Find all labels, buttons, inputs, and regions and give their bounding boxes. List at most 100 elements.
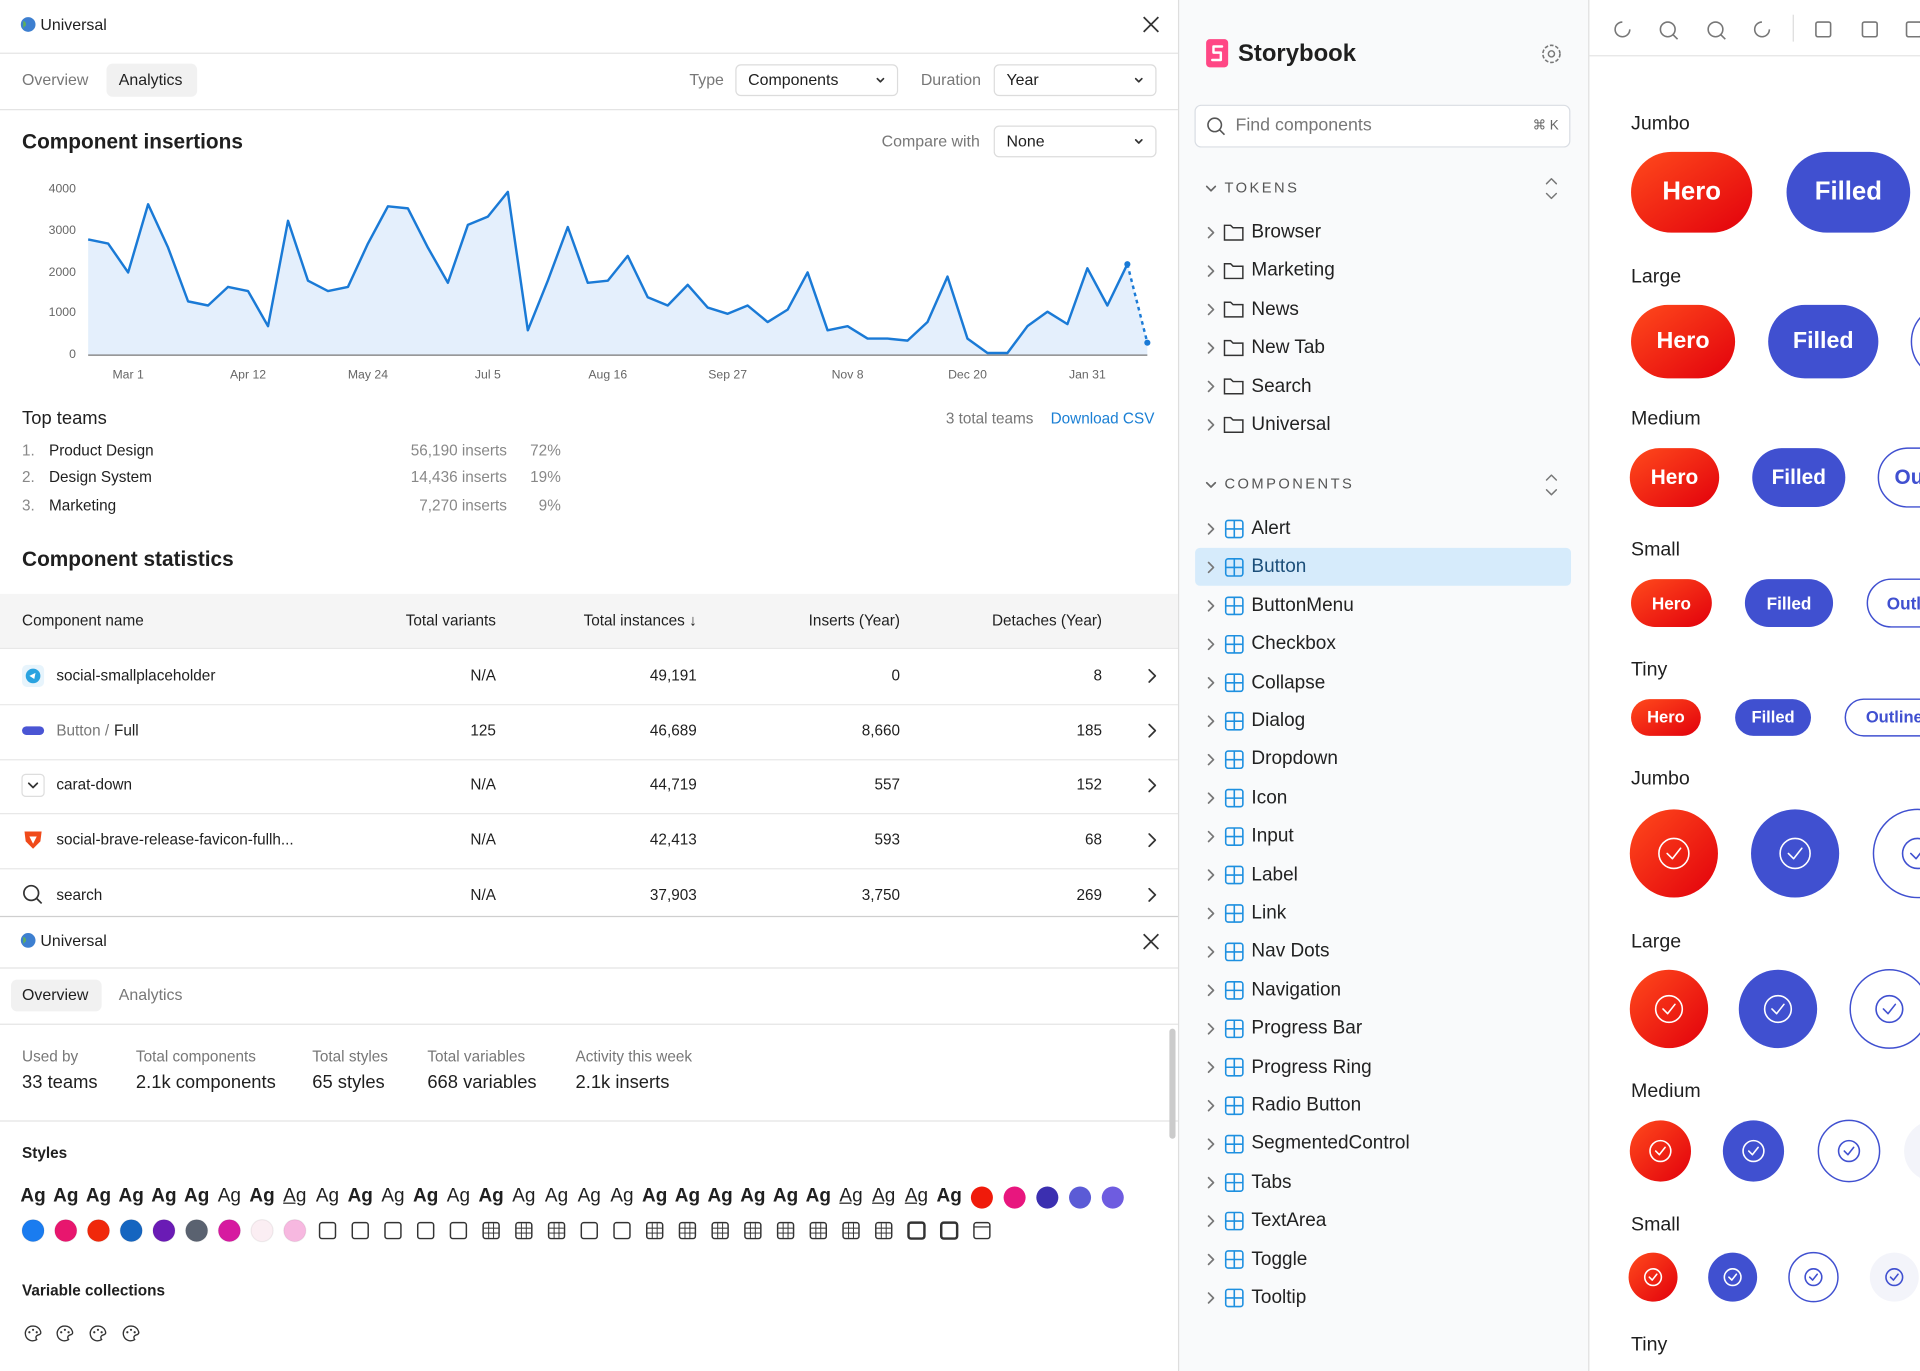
effect-style-swatch[interactable]	[482, 1221, 500, 1240]
color-style-swatch[interactable]	[1003, 1186, 1026, 1209]
icon-button[interactable]	[1629, 809, 1718, 898]
color-style-swatch[interactable]	[86, 1218, 111, 1243]
tree-item[interactable]: News	[1251, 298, 1299, 320]
tree-item[interactable]: Dropdown	[1251, 748, 1338, 770]
icon-button[interactable]	[1751, 809, 1840, 898]
type-style-sample[interactable]: Ag	[283, 1185, 307, 1207]
preview-button[interactable]	[1786, 151, 1911, 233]
button-label[interactable]: Hero	[1662, 177, 1721, 206]
download-link[interactable]: Download CSV	[1050, 409, 1155, 428]
variable-collection[interactable]	[24, 1325, 42, 1342]
preview-button[interactable]	[1877, 447, 1920, 508]
select-value[interactable]: Year	[1006, 69, 1039, 89]
icon-button[interactable]	[1722, 1120, 1785, 1182]
tree-item[interactable]: Radio Button	[1251, 1094, 1362, 1116]
select-box[interactable]	[993, 125, 1157, 158]
effect-style-swatch[interactable]	[875, 1221, 893, 1240]
tab[interactable]: Overview	[22, 70, 89, 89]
button-label[interactable]: Filled	[1751, 708, 1795, 727]
color-style-swatch[interactable]	[1101, 1186, 1124, 1209]
component-name[interactable]: carat-down	[56, 776, 133, 794]
type-style-sample[interactable]: Ag	[217, 1185, 241, 1207]
tree-item[interactable]: Dialog	[1251, 710, 1306, 732]
preview-button[interactable]	[1844, 698, 1920, 737]
type-style-sample[interactable]: Ag	[85, 1185, 112, 1207]
tree-item[interactable]: Toggle	[1251, 1248, 1308, 1270]
button-label[interactable]: Filled	[1792, 328, 1854, 354]
tree-item[interactable]: Tooltip	[1251, 1287, 1307, 1308]
type-style-sample[interactable]: Ag	[839, 1185, 863, 1207]
type-style-sample[interactable]: Ag	[478, 1185, 504, 1207]
button-label[interactable]: Outline	[1894, 465, 1920, 489]
icon-button[interactable]	[1629, 969, 1709, 1049]
type-style-sample[interactable]: Ag	[642, 1185, 668, 1207]
effect-style-swatch[interactable]	[318, 1221, 337, 1240]
button-label[interactable]: Filled	[1766, 593, 1812, 613]
tree-item[interactable]: Collapse	[1251, 671, 1326, 693]
tree-item[interactable]: Checkbox	[1251, 633, 1336, 655]
type-style-sample[interactable]: Ag	[904, 1185, 929, 1207]
preview-button[interactable]	[1768, 304, 1879, 379]
effect-style-swatch[interactable]	[678, 1221, 697, 1240]
effect-style-swatch[interactable]	[744, 1221, 762, 1240]
effect-style-swatch[interactable]	[842, 1221, 860, 1240]
tree-item[interactable]: Input	[1251, 825, 1294, 847]
tree-item[interactable]: Progress Bar	[1251, 1017, 1363, 1039]
select-box[interactable]	[993, 64, 1157, 97]
tree-item[interactable]: Marketing	[1251, 260, 1335, 282]
column-header[interactable]: Inserts (Year)	[808, 612, 900, 630]
color-style-swatch[interactable]	[152, 1218, 176, 1243]
type-style-sample[interactable]: Ag	[183, 1185, 210, 1207]
color-style-swatch[interactable]	[185, 1218, 209, 1243]
select-box[interactable]	[735, 64, 899, 97]
type-style-sample[interactable]: Ag	[315, 1185, 340, 1207]
tree-item[interactable]: Universal	[1251, 413, 1331, 435]
color-style-swatch[interactable]	[970, 1186, 993, 1209]
type-style-sample[interactable]: Ag	[347, 1185, 373, 1207]
component-name[interactable]: search	[56, 886, 103, 904]
settings-icon[interactable]	[1542, 44, 1561, 64]
toolbar-icon[interactable]	[1659, 21, 1676, 38]
select-value[interactable]: Components	[748, 69, 839, 89]
tree-item[interactable]: Navigation	[1251, 979, 1342, 1001]
tree-item[interactable]: Label	[1251, 864, 1298, 885]
effect-style-swatch[interactable]	[613, 1221, 631, 1240]
effect-style-swatch[interactable]	[939, 1221, 959, 1240]
preview-button[interactable]	[1629, 448, 1720, 507]
color-style-swatch[interactable]	[1069, 1186, 1092, 1209]
select-value[interactable]: None	[1006, 131, 1045, 150]
toolbar-icon[interactable]	[1614, 21, 1631, 38]
type-style-sample[interactable]: Ag	[610, 1185, 634, 1207]
button-label[interactable]: Outline	[1865, 708, 1920, 727]
component-name[interactable]: social-brave-release-favicon-fullh...	[56, 831, 294, 849]
icon-button[interactable]	[1628, 1252, 1678, 1302]
effect-style-swatch[interactable]	[907, 1221, 926, 1240]
preview-button[interactable]	[1910, 305, 1920, 378]
icon-button[interactable]	[1849, 969, 1920, 1049]
column-header[interactable]: Total instances ↓	[583, 612, 697, 630]
column-header[interactable]: Detaches (Year)	[991, 612, 1103, 630]
tree-item[interactable]: Icon	[1251, 787, 1288, 809]
preview-button[interactable]	[1866, 578, 1920, 628]
variable-collection[interactable]	[122, 1325, 140, 1342]
icon-button[interactable]	[1872, 808, 1920, 899]
tab[interactable]: Analytics	[118, 985, 183, 1004]
type-style-sample[interactable]: Ag	[118, 1185, 144, 1207]
effect-style-swatch[interactable]	[809, 1221, 827, 1240]
button-label[interactable]: Hero	[1650, 465, 1699, 489]
type-style-sample[interactable]: Ag	[936, 1185, 962, 1207]
preview-button[interactable]	[1631, 579, 1712, 627]
preview-button[interactable]	[1631, 699, 1701, 736]
tab[interactable]: Overview	[22, 985, 89, 1004]
button-label[interactable]: Filled	[1771, 465, 1826, 489]
preview-button[interactable]	[1631, 151, 1753, 233]
close-button[interactable]	[1143, 16, 1159, 33]
preview-button[interactable]	[1752, 448, 1846, 507]
icon-button[interactable]	[1869, 1252, 1919, 1302]
effect-style-swatch[interactable]	[384, 1221, 402, 1240]
toolbar-icon[interactable]	[1905, 21, 1920, 38]
icon-button[interactable]	[1817, 1119, 1881, 1183]
search-placeholder[interactable]: Find components	[1235, 115, 1372, 136]
effect-style-swatch[interactable]	[973, 1221, 991, 1240]
column-header[interactable]: Component name	[22, 612, 144, 630]
